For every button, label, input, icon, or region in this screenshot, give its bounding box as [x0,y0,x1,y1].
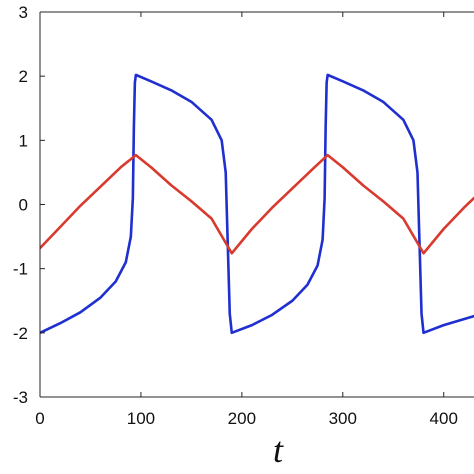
axes-layer [39,11,474,398]
series-layer [40,73,474,335]
x-axis-label: t [273,430,284,470]
y-tick-label: -1 [13,260,28,279]
y-tick-label: 3 [19,3,28,22]
series-line-1 [40,73,474,335]
x-tick-label: 400 [430,409,458,428]
series-line-2 [40,153,474,255]
x-tick-label: 0 [35,409,44,428]
ticks-layer: -3 -2 -1 0 1 2 3 0 100 200 300 400 [13,3,458,428]
y-tick-label: -2 [13,324,28,343]
x-tick-label: 200 [228,409,256,428]
y-tick-label: -3 [13,388,28,407]
x-tick-label: 100 [127,409,155,428]
x-tick-label: 300 [329,409,357,428]
y-tick-label: 0 [19,196,28,215]
y-tick-label: 1 [19,131,28,150]
y-tick-label: 2 [19,67,28,86]
